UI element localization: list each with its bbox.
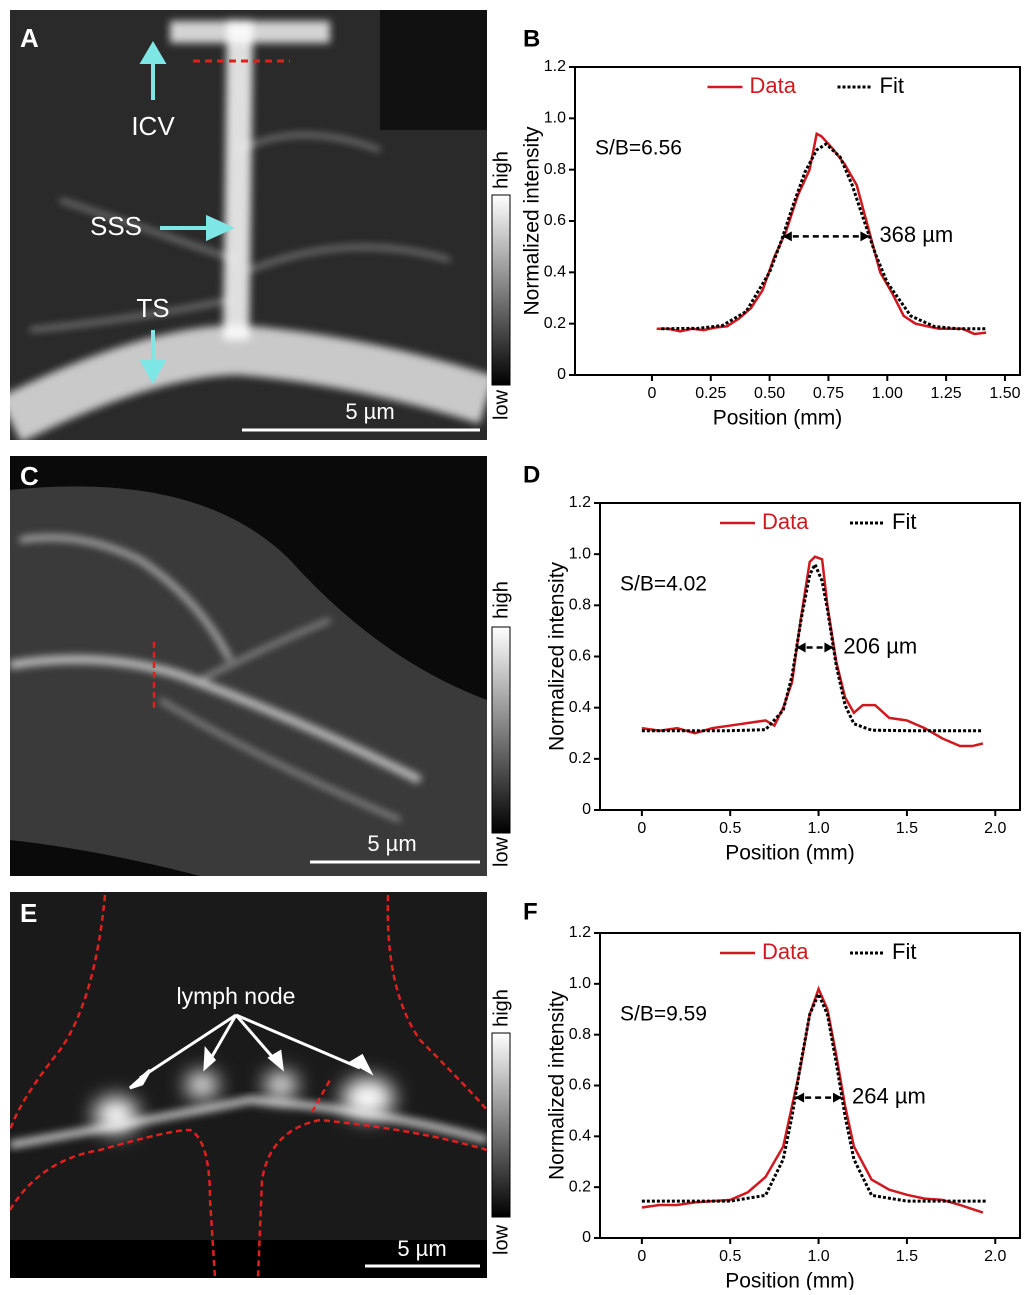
width-label: 264 µm [852, 1083, 926, 1108]
y-tick-label: 0.4 [544, 264, 566, 281]
y-tick-label: 0.6 [569, 648, 591, 665]
series-line [641, 555, 984, 748]
x-tick-label: 0.50 [754, 385, 785, 402]
scale-bar-label: 5 µm [345, 399, 394, 424]
legend-label: Data [762, 939, 809, 964]
image-c: C 5 µm [10, 456, 487, 876]
panel-label: E [20, 898, 37, 928]
x-tick-label: 1.5 [896, 820, 918, 837]
annotation: S/B=4.02 [620, 573, 707, 596]
legend-label: Fit [892, 509, 916, 534]
y-tick-label: 1.0 [569, 975, 591, 992]
panel-label: B [523, 25, 540, 52]
panel-label: C [20, 461, 39, 491]
y-tick-label: 0.2 [569, 1178, 591, 1195]
colorbar [491, 194, 511, 386]
legend-label: Fit [892, 939, 916, 964]
plot-frame [599, 502, 1021, 811]
y-tick-label: 0.8 [569, 1026, 591, 1043]
legend-label: Data [762, 509, 809, 534]
panel-label: F [523, 898, 538, 925]
x-tick-label: 1.5 [896, 1248, 918, 1265]
image-a: A ICV SSS TS 5 µm [10, 10, 487, 440]
arrow [160, 214, 235, 242]
y-tick-label: 0 [582, 801, 591, 818]
width-label: 206 µm [843, 633, 917, 658]
y-tick-label: 0.2 [544, 315, 566, 332]
colorbar [491, 626, 511, 834]
annotation: SSS [90, 211, 142, 241]
y-tick-label: 0 [582, 1229, 591, 1246]
panel-label: A [20, 23, 39, 53]
scale-bar-label: 5 µm [397, 1236, 446, 1261]
y-tick-label: 0.6 [569, 1077, 591, 1094]
panel-label: D [523, 461, 540, 488]
arrow [128, 1013, 374, 1090]
x-tick-label: 0 [647, 385, 656, 402]
legend-label: Fit [880, 73, 904, 98]
series-line [641, 985, 984, 1214]
x-tick-label: 0.25 [695, 385, 726, 402]
y-tick-label: 0.8 [544, 161, 566, 178]
x-tick-label: 0.5 [719, 820, 741, 837]
arrow [139, 41, 167, 100]
colorbar-label: low [490, 1224, 512, 1255]
x-tick-label: 2.0 [984, 820, 1006, 837]
y-tick-label: 1.2 [569, 924, 591, 941]
y-axis-label: Normalized intensity [546, 990, 569, 1180]
x-axis-label: Position (mm) [725, 1270, 855, 1290]
colorbar-label: high [490, 989, 512, 1027]
charts: B00.20.40.60.81.01.20 0.25 0.50 0.75 1.00 1.2… [521, 25, 1021, 1293]
x-tick-label: 0 [637, 820, 646, 837]
x-tick-label: 1.0 [807, 820, 829, 837]
arrow [139, 330, 167, 385]
y-axis-label: Normalized intensity [546, 561, 569, 751]
x-tick-label: 1.25 [931, 385, 962, 402]
x-tick-label: 0 [637, 1248, 646, 1265]
colorbar-label: low [490, 389, 512, 420]
y-tick-label: 0.6 [544, 212, 566, 229]
colorbar-label: high [490, 581, 512, 619]
series-line [641, 560, 983, 733]
x-axis-label: Position (mm) [725, 842, 855, 865]
series-line [641, 990, 987, 1203]
annotation: lymph node [177, 983, 296, 1009]
y-axis-label: Normalized intensity [521, 126, 544, 316]
width-label: 368 µm [879, 222, 953, 247]
image-e: lymph node E 5 µm [10, 892, 487, 1278]
y-tick-label: 1.2 [544, 58, 566, 75]
x-tick-label: 1.00 [872, 385, 903, 402]
series-line [661, 142, 987, 331]
colorbar [491, 1032, 511, 1218]
y-tick-label: 0.4 [569, 1128, 591, 1145]
annotation: S/B=9.59 [620, 1003, 707, 1026]
colorbar-label: high [490, 151, 512, 189]
colorbar-label: low [490, 836, 512, 867]
annotation: S/B=6.56 [595, 137, 682, 160]
y-tick-label: 0.2 [569, 750, 591, 767]
y-tick-label: 1.0 [569, 545, 591, 562]
y-tick-label: 0 [557, 366, 566, 383]
boundary [10, 894, 487, 1278]
x-tick-label: 1.50 [989, 385, 1020, 402]
x-axis-label: Position (mm) [713, 407, 843, 430]
x-tick-label: 2.0 [984, 1248, 1006, 1265]
fwhm-arrowhead [796, 642, 834, 653]
x-tick-label: 0.75 [813, 385, 844, 402]
y-tick-label: 0.8 [569, 597, 591, 614]
x-tick-label: 1.0 [807, 1248, 829, 1265]
annotation: TS [136, 293, 169, 323]
legend-label: Data [750, 73, 797, 98]
annotation: ICV [131, 111, 175, 141]
fwhm-arrowhead [782, 231, 870, 242]
x-tick-label: 0.5 [719, 1248, 741, 1265]
scale-bar-label: 5 µm [367, 831, 416, 856]
y-tick-label: 0.4 [569, 699, 591, 716]
y-tick-label: 1.2 [569, 494, 591, 511]
y-tick-label: 1.0 [544, 110, 566, 127]
plot-frame [599, 932, 1021, 1239]
